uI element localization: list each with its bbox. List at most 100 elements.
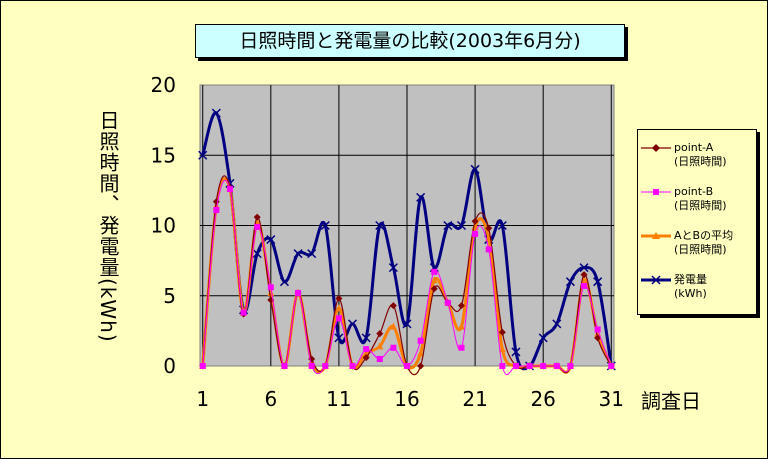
data-point: [335, 304, 343, 312]
data-point: [565, 277, 575, 287]
legend-sub-point-b: (日照時間): [674, 199, 727, 212]
data-point: [456, 220, 467, 231]
data-point: [404, 363, 410, 369]
y-tick-label: 15: [151, 143, 176, 167]
data-point: [430, 276, 438, 284]
series-group: [198, 108, 616, 376]
legend-item-average: AとBの平均 (日照時間): [638, 228, 756, 268]
data-point: [349, 363, 356, 369]
data-point: [335, 295, 343, 303]
data-point: [388, 263, 398, 273]
x-tick-label: 11: [326, 387, 351, 411]
data-point: [431, 268, 438, 275]
data-point: [498, 328, 506, 336]
data-point: [389, 322, 397, 330]
data-point: [594, 326, 601, 333]
data-point: [211, 108, 221, 118]
data-point: [267, 288, 275, 296]
data-point: [266, 235, 276, 245]
chart-title: 日照時間と発電量の比較(2003年6月分): [195, 24, 625, 58]
data-point: [198, 150, 208, 160]
data-point: [417, 362, 425, 370]
y-axis-label: 日照時間、発電量(kWh): [96, 109, 120, 343]
legend-label-point-a: point-A: [674, 141, 714, 154]
data-point: [254, 223, 261, 230]
data-point: [552, 319, 562, 329]
data-point: [457, 322, 465, 330]
data-point: [320, 220, 330, 231]
data-point: [347, 319, 358, 329]
series-1: [199, 179, 615, 376]
data-point: [267, 284, 274, 291]
legend-item-power: 発電量 (kWh): [638, 272, 756, 312]
data-point: [579, 263, 589, 273]
legend-sub-point-a: (日照時間): [674, 155, 727, 168]
legend-swatch-point-b: [641, 189, 671, 195]
data-point: [295, 289, 302, 296]
data-point: [485, 224, 493, 232]
y-tick-label: 5: [163, 284, 176, 308]
legend-label-point-b: point-B: [674, 185, 714, 198]
data-point: [389, 302, 397, 310]
legend-item-point-a: point-A (日照時間): [638, 140, 756, 180]
data-point: [240, 309, 247, 316]
data-point: [416, 192, 426, 202]
data-point: [376, 342, 384, 350]
data-point: [472, 230, 479, 237]
data-point: [307, 249, 317, 259]
data-point: [322, 363, 329, 369]
data-point: [538, 333, 548, 343]
data-point: [443, 220, 453, 231]
data-point: [376, 355, 383, 362]
y-tick-label: 10: [151, 214, 176, 238]
data-point: [308, 363, 315, 369]
data-point: [252, 249, 262, 259]
data-point: [199, 363, 206, 369]
data-point: [361, 333, 371, 343]
data-point: [279, 277, 289, 287]
x-tick-label: 1: [196, 387, 209, 411]
x-axis-label: 調査日: [641, 389, 701, 413]
legend-label-power: 発電量: [674, 273, 707, 286]
data-point: [213, 207, 220, 214]
data-point: [376, 330, 384, 338]
legend-swatch-power: [641, 275, 671, 285]
x-tick-label: 26: [530, 387, 555, 411]
data-point: [581, 282, 588, 289]
legend-item-point-b: point-B (日照時間): [638, 184, 756, 224]
data-point: [375, 220, 385, 231]
data-point: [526, 363, 533, 369]
y-tick-label: 0: [163, 354, 176, 378]
data-point: [402, 319, 412, 329]
data-point: [334, 333, 344, 343]
data-point: [457, 302, 465, 310]
data-point: [471, 217, 479, 225]
x-tick-label: 6: [264, 387, 277, 411]
data-point: [498, 345, 506, 353]
data-point: [497, 220, 507, 231]
legend-label-average: AとBの平均: [674, 229, 734, 242]
data-point: [417, 337, 424, 344]
data-point: [553, 363, 560, 369]
data-point: [281, 363, 288, 369]
data-point: [580, 271, 588, 279]
data-point: [253, 213, 261, 221]
data-point: [444, 299, 451, 306]
legend-sub-average: (日照時間): [674, 243, 727, 256]
x-tick-label: 31: [599, 387, 624, 411]
x-tick-label: 16: [394, 387, 419, 411]
data-point: [511, 347, 521, 357]
data-point: [293, 249, 303, 259]
y-tick-label: 20: [151, 73, 176, 97]
data-point: [485, 246, 492, 253]
data-point: [593, 277, 603, 287]
legend: point-A (日照時間) point-B (日照時間) AとBの平均 (日照…: [637, 129, 757, 315]
data-point: [458, 344, 465, 351]
data-point: [470, 164, 480, 174]
legend-swatch-point-a: [641, 144, 671, 152]
data-point: [362, 354, 370, 362]
legend-swatch-average: [641, 232, 671, 239]
data-point: [417, 349, 425, 357]
